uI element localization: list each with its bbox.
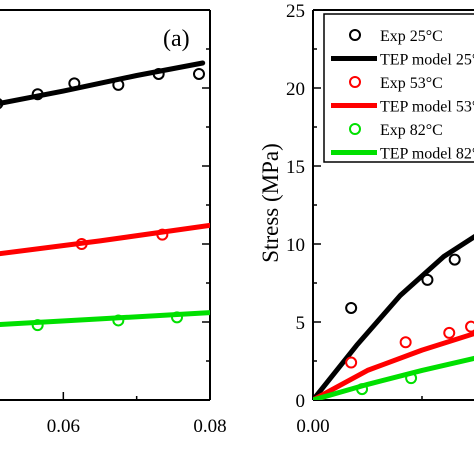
legend-marker-53 (349, 76, 361, 88)
legend-label: TEP model 25°C (380, 52, 474, 69)
exp-point-25 (193, 67, 205, 80)
model-line-53 (0, 222, 210, 257)
exp-point-25 (448, 253, 461, 266)
panel-a: 0.06 0.08 (a) (0, 9, 227, 437)
y-tick-label: 25 (286, 1, 305, 22)
y-tick-label: 15 (286, 157, 305, 178)
exp-point-25 (421, 273, 434, 286)
model-line-53 (313, 331, 474, 400)
exp-point-53 (345, 356, 358, 369)
exp-point-82 (405, 372, 418, 385)
exp-point-53 (399, 336, 412, 349)
y-tick-label: 10 (286, 235, 305, 256)
model-line-82 (0, 310, 210, 328)
panel-a-ticks: 0.06 0.08 (47, 9, 227, 437)
y-tick-label: 5 (296, 313, 306, 334)
legend-label: TEP model 82°C (380, 146, 474, 163)
legend-label: Exp 82°C (380, 122, 443, 139)
legend: Exp 25°C TEP model 25°C Exp 53°C TEP model … (323, 13, 474, 163)
model-line-25 (313, 234, 474, 400)
y-tick-label: 0 (296, 391, 306, 412)
panel-a-plot-area (0, 60, 210, 332)
model-line-82 (313, 355, 474, 400)
legend-label: Exp 53°C (380, 75, 443, 92)
panel-a-label: (a) (163, 26, 190, 52)
panel-b-plot-area (313, 234, 474, 400)
legend-label: Exp 25°C (380, 28, 443, 45)
exp-point-53 (443, 326, 456, 339)
legend-marker-25 (349, 29, 361, 41)
y-axis-label: Stress (MPa) (258, 143, 283, 262)
x-tick-label: 0.00 (296, 416, 329, 437)
model-line-25 (0, 60, 206, 106)
legend-label: TEP model 53°C (380, 99, 474, 116)
exp-point-82 (356, 383, 369, 396)
x-tick-label: 0.08 (193, 416, 226, 437)
exp-point-53 (465, 320, 474, 333)
legend-box (323, 13, 474, 163)
exp-point-25 (345, 301, 358, 314)
legend-marker-82 (349, 123, 361, 135)
y-tick-label: 20 (286, 79, 305, 100)
x-tick-label: 0.06 (47, 416, 80, 437)
